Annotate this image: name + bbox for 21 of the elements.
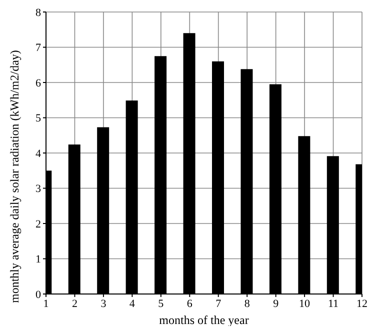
- x-tick-label: 10: [299, 298, 311, 310]
- x-tick-label: 12: [356, 298, 368, 310]
- y-tick-label: 8: [36, 6, 42, 19]
- x-tick-label: 5: [158, 298, 164, 310]
- y-tick-label: 7: [36, 42, 42, 54]
- x-tick-label: 8: [244, 298, 250, 310]
- y-axis-title: monthly average daily solar radiation (kWh/m2/day): [7, 50, 22, 303]
- y-tick-label: 0: [36, 288, 42, 301]
- y-tick-label: 5: [36, 112, 42, 125]
- x-tick-label: 11: [328, 298, 339, 310]
- y-tick-label: 1: [36, 254, 41, 266]
- x-tick-label: 6: [186, 298, 193, 310]
- y-tick-label: 3: [36, 183, 42, 196]
- x-tick-label: 7: [216, 298, 222, 310]
- x-tick-label: 4: [129, 298, 136, 310]
- y-tick-label: 2: [36, 218, 41, 230]
- x-tick-label: 9: [273, 298, 280, 310]
- x-tick-label: 3: [100, 298, 107, 310]
- x-tick-label: 2: [72, 298, 78, 310]
- y-tick-label: 4: [36, 148, 42, 160]
- y-tick-label: 6: [36, 77, 42, 90]
